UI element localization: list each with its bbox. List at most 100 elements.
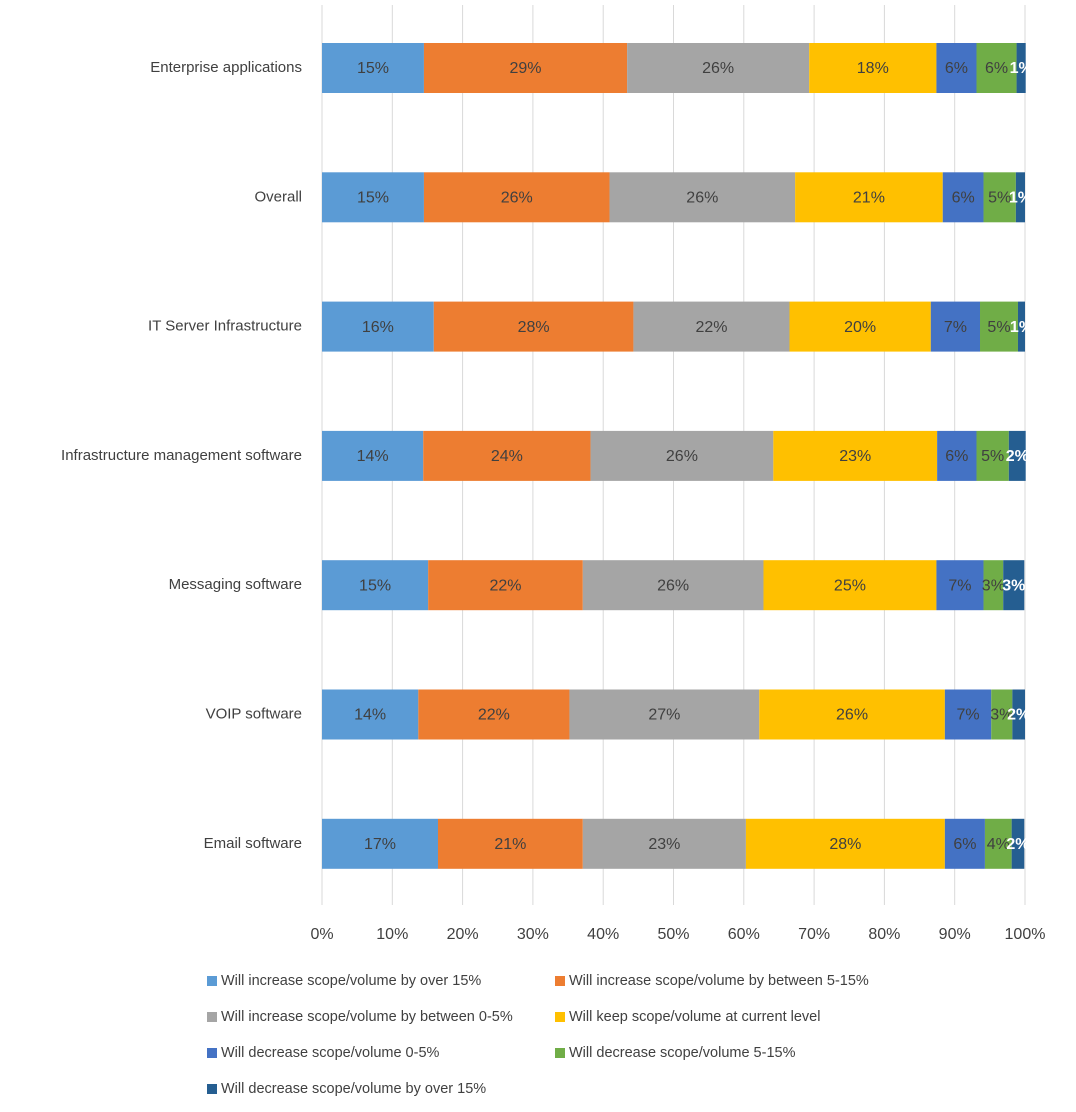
data-label: 6%	[985, 60, 1008, 77]
legend-label: Will decrease scope/volume 0-5%	[221, 1045, 440, 1061]
data-label: 26%	[501, 190, 533, 207]
data-label: 5%	[981, 448, 1004, 465]
y-tick-label: Messaging software	[169, 576, 302, 593]
bar-segment	[609, 172, 796, 223]
legend-label: Will keep scope/volume at current level	[569, 1009, 820, 1025]
data-label: 23%	[648, 836, 680, 853]
bar-segment	[745, 818, 945, 869]
data-label: 7%	[956, 707, 979, 724]
bar-segment	[627, 43, 810, 93]
data-label: 15%	[357, 60, 389, 77]
data-label: 5%	[988, 190, 1011, 207]
bar-segment	[582, 560, 764, 611]
x-tick-label: 50%	[657, 926, 689, 943]
bar-segment	[983, 560, 1004, 611]
data-label: 1%	[1010, 319, 1033, 336]
legend-swatch	[207, 1048, 217, 1058]
bar-segment	[759, 689, 945, 740]
bar-segment	[428, 560, 583, 611]
data-label: 28%	[829, 836, 861, 853]
data-label: 26%	[702, 60, 734, 77]
bar-segment	[976, 430, 1009, 481]
x-tick-label: 20%	[447, 926, 479, 943]
bar-segment	[322, 172, 424, 223]
legend-swatch	[207, 976, 217, 986]
data-label: 4%	[987, 836, 1010, 853]
bar-segment	[1011, 818, 1025, 869]
y-tick-label: IT Server Infrastructure	[148, 318, 302, 335]
bar-segment	[795, 172, 943, 223]
data-label: 3%	[990, 707, 1013, 724]
x-tick-label: 70%	[798, 926, 830, 943]
data-label: 28%	[518, 319, 550, 336]
bar-segment	[590, 430, 774, 481]
y-tick-label: Infrastructure management software	[61, 447, 302, 464]
bar-segment	[936, 560, 984, 611]
bar-segment	[936, 43, 977, 93]
bar-segment	[322, 301, 434, 352]
bar-segment	[930, 301, 981, 352]
bar-segment	[983, 172, 1016, 223]
bar-segment	[582, 818, 746, 869]
bar-segment	[1008, 430, 1026, 481]
y-tick-label: Enterprise applications	[150, 59, 302, 76]
legend-swatch	[207, 1084, 217, 1094]
data-label: 24%	[491, 448, 523, 465]
x-tick-label: 10%	[376, 926, 408, 943]
x-tick-label: 30%	[517, 926, 549, 943]
bar-segment	[991, 689, 1013, 740]
data-label: 22%	[478, 707, 510, 724]
data-label: 6%	[945, 448, 968, 465]
bar-segment	[773, 430, 938, 481]
bar-segment	[944, 818, 985, 869]
data-label: 25%	[834, 577, 866, 594]
bar-segment	[937, 430, 977, 481]
legend-label: Will increase scope/volume by between 0-…	[221, 1009, 513, 1025]
data-label: 26%	[836, 707, 868, 724]
bar-segment	[322, 818, 438, 869]
bar-segment	[423, 430, 591, 481]
data-label: 5%	[987, 319, 1010, 336]
legend-swatch	[555, 1012, 565, 1022]
bar-segment	[423, 172, 610, 223]
legend-swatch	[555, 1048, 565, 1058]
data-label: 6%	[952, 190, 975, 207]
legend-label: Will increase scope/volume by between 5-…	[569, 973, 869, 989]
bar-segment	[1012, 689, 1025, 740]
data-label: 14%	[354, 707, 386, 724]
x-tick-label: 0%	[310, 926, 333, 943]
data-label: 2%	[1006, 448, 1029, 465]
bar-segment	[942, 172, 984, 223]
bar-segment	[633, 301, 790, 352]
data-label: 7%	[944, 319, 967, 336]
legend-label: Will increase scope/volume by over 15%	[221, 973, 481, 989]
data-label: 3%	[982, 577, 1005, 594]
bar-segment	[944, 689, 992, 740]
data-label: 16%	[362, 319, 394, 336]
data-label: 2%	[1006, 836, 1029, 853]
data-label: 21%	[494, 836, 526, 853]
data-label: 20%	[844, 319, 876, 336]
data-label: 6%	[945, 60, 968, 77]
bar-segment	[976, 43, 1017, 93]
data-label: 2%	[1007, 707, 1030, 724]
bar-segment	[1015, 172, 1025, 223]
data-label: 22%	[489, 577, 521, 594]
x-tick-label: 60%	[728, 926, 760, 943]
legend-label: Will decrease scope/volume 5-15%	[569, 1045, 796, 1061]
data-label: 18%	[857, 60, 889, 77]
legend-swatch	[207, 1012, 217, 1022]
bar-segment	[437, 818, 583, 869]
data-label: 22%	[695, 319, 727, 336]
bar-segment	[322, 560, 429, 611]
bar-segment	[984, 818, 1012, 869]
x-tick-label: 80%	[868, 926, 900, 943]
data-label: 21%	[853, 190, 885, 207]
data-label: 1%	[1009, 190, 1032, 207]
data-label: 14%	[357, 448, 389, 465]
bar-segment	[322, 43, 424, 93]
data-label: 26%	[657, 577, 689, 594]
bar-segment	[789, 301, 931, 352]
data-label: 15%	[359, 577, 391, 594]
